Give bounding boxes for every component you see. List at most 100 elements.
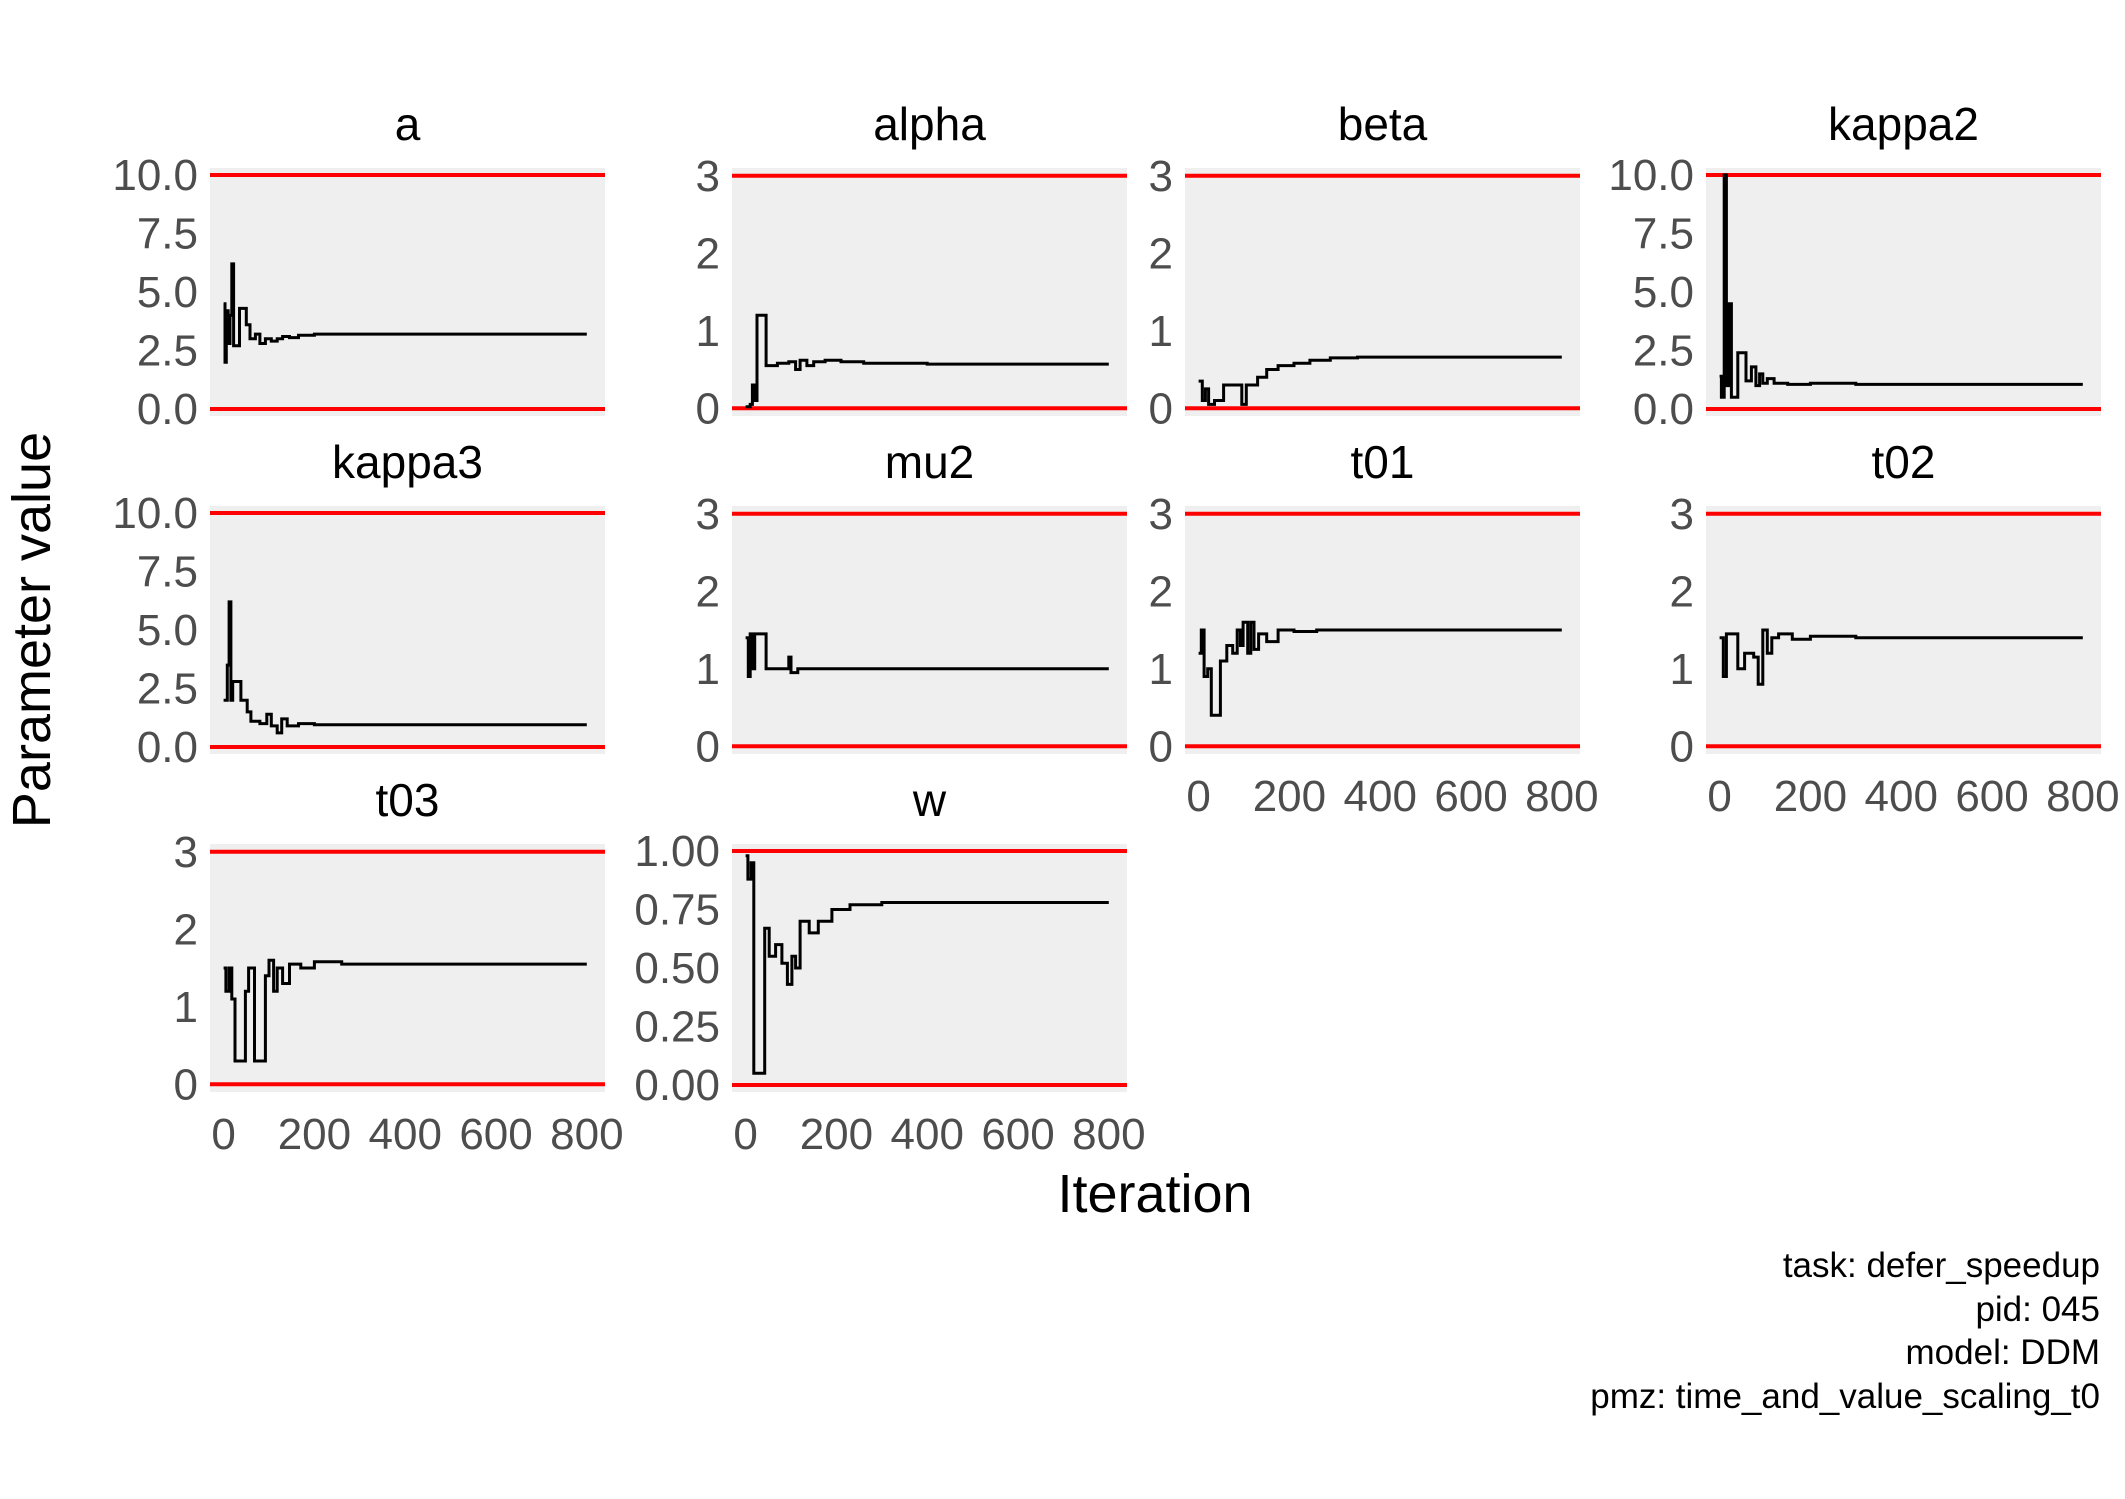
y-tick-label: 0.00 [634,1061,720,1110]
x-tick-label: 600 [981,1110,1054,1159]
y-tick-label: 0 [696,384,720,433]
x-tick-label: 400 [891,1110,964,1159]
y-tick-label: 1.00 [634,827,720,876]
strip-title-kappa2: kappa2 [1828,98,1979,150]
panel-kappa2: kappa2 0.0 2.5 5.0 7.5 10.0 [1608,98,2101,434]
trace-line-mu2 [745,632,1109,678]
x-tick-label: 800 [1072,1110,1145,1159]
y-tick-label: 2 [696,567,720,616]
y-tick-label: 0 [1670,722,1694,771]
strip-title-kappa3: kappa3 [332,436,483,488]
trace-line-t03 [223,958,587,1063]
x-tick-label: 200 [1774,772,1847,821]
y-tick-label: 2 [1149,567,1173,616]
y-tick-label: 1 [1670,645,1694,694]
y-tick-label: 3 [1670,490,1694,539]
y-tick-label: 1 [1149,645,1173,694]
trace-line-kappa2 [1719,173,2083,399]
strip-title-t01: t01 [1351,436,1415,488]
panel-background [210,506,605,754]
y-tick-label: 3 [696,490,720,539]
y-tick-label: 0.25 [634,1002,720,1051]
panel-mu2: mu2 0 1 2 3 [696,436,1127,771]
panel-a: a 0.0 2.5 5.0 7.5 10.0 [112,98,605,434]
y-tick-label: 2 [1670,567,1694,616]
strip-title-beta: beta [1338,98,1428,150]
strip-title-a: a [395,98,421,150]
y-tick-label: 0.75 [634,886,720,935]
y-tick-label: 1 [174,983,198,1032]
caption-pid: pid: 045 [1975,1290,2100,1329]
x-tick-label: 0 [1186,772,1210,821]
y-tick-label: 2.5 [137,326,198,375]
panel-background [210,168,605,416]
panel-background [1185,168,1580,416]
x-tick-label: 200 [1253,772,1326,821]
trace-line-w [745,854,1109,1075]
y-tick-label: 1 [696,645,720,694]
x-tick-label: 0 [211,1110,235,1159]
y-tick-label: 1 [696,307,720,356]
caption-model: model: DDM [1906,1333,2100,1372]
y-tick-label: 5.0 [137,268,198,317]
y-tick-label: 0 [696,722,720,771]
panel-w: w 0.00 0.25 0.50 0.75 1.00 0 200 400 600 800 [634,774,1145,1159]
y-tick-label: 0.0 [137,723,198,772]
y-tick-label: 7.5 [1633,210,1694,259]
caption-task: task: defer_speedup [1783,1246,2100,1285]
x-tick-label: 400 [369,1110,442,1159]
panel-beta: beta 0 1 2 3 [1149,98,1580,433]
trace-line-alpha [745,313,1109,409]
y-tick-label: 2.5 [137,664,198,713]
strip-title-mu2: mu2 [885,436,974,488]
y-tick-label: 10.0 [112,489,198,538]
x-tick-label: 800 [1525,772,1598,821]
y-tick-label: 5.0 [137,606,198,655]
trace-line-a [223,262,587,364]
x-axis-title: Iteration [1057,1164,1252,1224]
x-tick-label: 800 [550,1110,623,1159]
strip-title-alpha: alpha [873,98,986,150]
y-tick-label: 3 [696,152,720,201]
y-axis-title: Parameter value [2,432,62,828]
panel-alpha: alpha 0 1 2 3 [696,98,1127,433]
y-tick-label: 0 [1149,384,1173,433]
y-tick-label: 3 [1149,152,1173,201]
panel-background [1706,506,2101,754]
strip-title-w: w [912,774,947,826]
x-tick-label: 0 [1707,772,1731,821]
y-tick-label: 3 [1149,490,1173,539]
strip-title-t03: t03 [376,774,440,826]
y-tick-label: 7.5 [137,548,198,597]
trace-line-kappa3 [223,600,587,735]
x-tick-label: 200 [278,1110,351,1159]
y-tick-label: 0.0 [137,385,198,434]
strip-title-t02: t02 [1872,436,1936,488]
x-tick-label: 400 [1344,772,1417,821]
caption: task: defer_speedup pid: 045 model: DDM … [1590,1246,2100,1416]
panel-t02: t02 0 1 2 3 0 200 400 600 800 [1670,436,2120,821]
panel-t03: t03 0 1 2 3 0 200 400 600 800 [174,774,624,1159]
y-tick-label: 2 [696,229,720,278]
panel-background [1706,168,2101,416]
x-tick-label: 600 [459,1110,532,1159]
x-tick-label: 600 [1955,772,2028,821]
y-tick-label: 0 [174,1060,198,1109]
y-tick-label: 0.0 [1633,385,1694,434]
y-tick-label: 2 [174,905,198,954]
panel-t01: t01 0 1 2 3 0 200 400 600 800 [1149,436,1599,821]
panel-kappa3: kappa3 0.0 2.5 5.0 7.5 10.0 [112,436,605,772]
trace-line-beta [1198,355,1562,406]
y-tick-label: 2 [1149,229,1173,278]
x-tick-label: 0 [733,1110,757,1159]
y-tick-label: 0 [1149,722,1173,771]
x-tick-label: 600 [1434,772,1507,821]
y-tick-label: 1 [1149,307,1173,356]
y-tick-label: 0.50 [634,944,720,993]
y-tick-label: 10.0 [112,151,198,200]
trace-line-t01 [1198,620,1562,717]
y-tick-label: 2.5 [1633,326,1694,375]
panel-background [732,506,1127,754]
x-tick-label: 400 [1865,772,1938,821]
